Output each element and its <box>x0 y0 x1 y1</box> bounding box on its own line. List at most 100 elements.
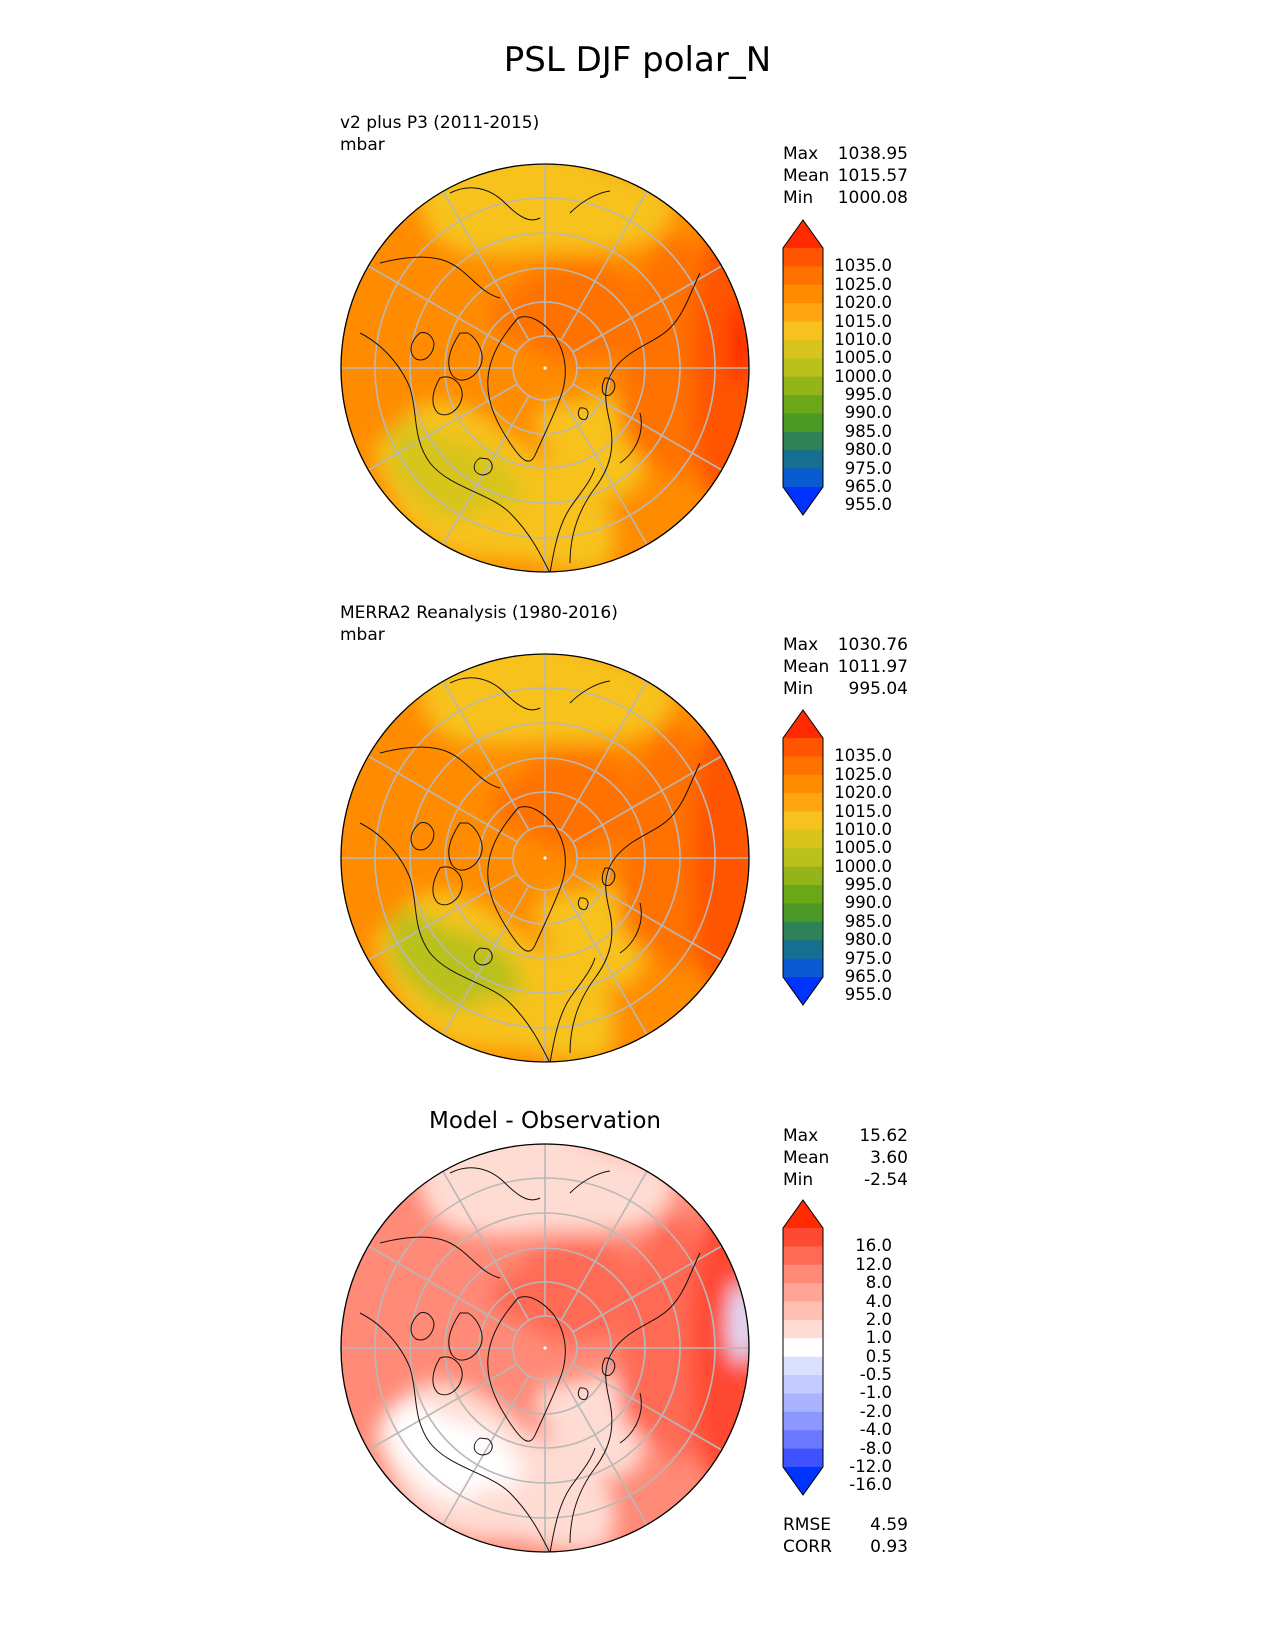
difference-colorbar-tick-label: -2.0 <box>859 1401 892 1421</box>
reference-coastline <box>448 822 483 871</box>
test-meridian-line <box>560 190 648 341</box>
corr-label: CORR <box>783 1537 832 1557</box>
difference-stat-label-mean: Mean <box>783 1148 830 1168</box>
rmse-label: RMSE <box>783 1515 832 1535</box>
difference-coastline <box>449 1167 541 1201</box>
difference-colorbar-tick-label: -1.0 <box>859 1383 892 1403</box>
test-colorbar-top-arrow <box>783 220 823 248</box>
reference-coastline <box>569 762 701 1054</box>
difference-coastline <box>569 1170 611 1194</box>
difference-colorbar-segment <box>783 1319 823 1339</box>
difference-colorbar-tick-label: 2.0 <box>865 1309 892 1329</box>
reference-coastline <box>410 822 435 851</box>
difference-stat-label-min: Min <box>783 1170 814 1190</box>
reference-stat-label-max: Max <box>783 635 819 655</box>
test-coastline <box>432 376 463 416</box>
reference-colorbar <box>782 709 824 1006</box>
test-colorbar-tick-label: 1005.0 <box>834 348 892 368</box>
reference-polar-map <box>340 653 750 1063</box>
test-meridian-line <box>442 190 530 341</box>
test-colorbar-segment <box>783 284 823 304</box>
reference-colorbar-segment <box>783 774 823 794</box>
difference-colorbar-top-arrow <box>783 1200 823 1228</box>
reference-stat-value-max: 1030.76 <box>837 635 908 655</box>
difference-meridian-line <box>442 1375 530 1526</box>
test-map-boundary <box>340 163 750 573</box>
difference-colorbar-tick-label: 12.0 <box>855 1254 892 1274</box>
reference-colorbar-segment <box>783 829 823 849</box>
difference-stat-value-max: 15.62 <box>859 1126 908 1146</box>
reference-colorbar-segment <box>783 885 823 905</box>
difference-pole-marker <box>543 1346 547 1350</box>
reference-colorbar-tick-label: 1010.0 <box>834 819 892 839</box>
reference-coastline <box>359 822 551 1062</box>
reference-colorbar-tick-label: 955.0 <box>844 985 892 1005</box>
difference-colorbar-tick-label: -8.0 <box>859 1438 892 1458</box>
difference-colorbar-tick-label: 0.5 <box>865 1346 892 1366</box>
test-meridian-line <box>442 395 530 546</box>
test-pole-marker <box>543 366 547 370</box>
figure-title: PSL DJF polar_N <box>503 40 772 80</box>
test-colorbar-segment <box>783 266 823 286</box>
test-colorbar-segment <box>783 468 823 488</box>
reference-colorbar-tick-label: 975.0 <box>844 948 892 968</box>
test-meridian-line <box>367 383 518 471</box>
difference-colorbar-segment <box>783 1448 823 1468</box>
difference-coastline <box>619 1392 642 1444</box>
difference-coastline <box>410 1312 435 1341</box>
reference-colorbar-tick-label: 980.0 <box>844 930 892 950</box>
test-coastline <box>410 332 435 361</box>
reference-colorbar-segment <box>783 811 823 831</box>
difference-coastlines <box>359 1167 701 1552</box>
reference-colorbar-segment <box>783 940 823 960</box>
test-colorbar-segment <box>783 450 823 470</box>
difference-colorbar-segment <box>783 1411 823 1431</box>
test-colorbar-segment <box>783 431 823 451</box>
difference-coastline <box>601 1357 616 1377</box>
difference-meridian-line <box>560 1375 648 1526</box>
reference-title-line-1: MERRA2 Reanalysis (1980-2016) <box>340 603 618 623</box>
reference-colorbar-segment <box>783 958 823 978</box>
difference-colorbar-tick-label: -16.0 <box>849 1475 892 1495</box>
test-coastlines <box>359 187 701 572</box>
test-meridian-line <box>367 265 518 353</box>
difference-colorbar-segment <box>783 1246 823 1266</box>
test-colorbar-segment <box>783 395 823 415</box>
test-coastline <box>569 190 611 214</box>
difference-colorbar-tick-label: 16.0 <box>855 1236 892 1256</box>
reference-map-field <box>341 654 749 1062</box>
test-map-field <box>341 164 749 572</box>
test-colorbar-tick-label: 1025.0 <box>834 274 892 294</box>
test-colorbar-segment <box>783 376 823 396</box>
difference-stat-label-max: Max <box>783 1126 819 1146</box>
test-coastline <box>487 316 566 462</box>
reference-field-region <box>489 753 637 854</box>
test-colorbar-bottom-arrow <box>783 487 823 515</box>
rmse-value: 4.59 <box>870 1515 908 1535</box>
corr-value: 0.93 <box>870 1537 908 1557</box>
test-colorbar-tick-label: 965.0 <box>844 477 892 496</box>
reference-coastline <box>619 902 642 954</box>
test-stat-value-min: 1000.08 <box>837 188 908 208</box>
test-colorbar-tick-label: 975.0 <box>844 458 892 478</box>
reference-coastline <box>432 866 463 906</box>
difference-coastline <box>577 1387 589 1400</box>
difference-colorbar-segment <box>783 1228 823 1247</box>
reference-map-boundary <box>340 653 750 1063</box>
test-coastline <box>448 332 483 381</box>
difference-colorbar <box>782 1199 824 1496</box>
difference-colorbar-tick-label: 1.0 <box>865 1328 892 1348</box>
reference-coastline <box>449 677 541 711</box>
difference-colorbar-segment <box>783 1393 823 1413</box>
test-colorbar-tick-label: 980.0 <box>844 440 892 460</box>
test-colorbar-tick-label: 990.0 <box>844 403 892 423</box>
test-colorbar-segment <box>783 303 823 323</box>
test-coastline <box>601 377 616 397</box>
difference-meridian-line <box>367 1245 518 1333</box>
test-colorbar-segment <box>783 413 823 433</box>
test-meridian-line <box>560 395 648 546</box>
test-coastline <box>619 412 642 464</box>
difference-coastline <box>359 1312 551 1552</box>
reference-colorbar-tick-label: 1005.0 <box>834 838 892 858</box>
reference-stat-label-min: Min <box>783 679 814 699</box>
